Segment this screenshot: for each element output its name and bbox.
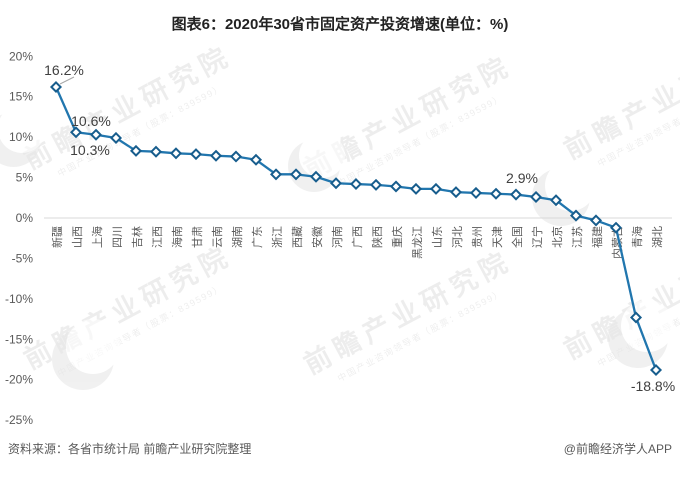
data-point-山东 bbox=[429, 182, 443, 195]
data-point-江西 bbox=[149, 145, 163, 158]
x-category-label: 天津 bbox=[491, 226, 504, 248]
source-note: 资料来源：各省市统计局 前瞻产业研究院整理 bbox=[8, 442, 252, 456]
data-point-全国 bbox=[509, 188, 523, 201]
data-point-辽宁 bbox=[529, 190, 543, 203]
x-category-label: 辽宁 bbox=[530, 226, 544, 248]
y-tick-label: -10% bbox=[5, 292, 33, 306]
data-point-青海 bbox=[629, 311, 643, 324]
data-point-云南 bbox=[209, 149, 223, 162]
x-category-label: 青海 bbox=[630, 226, 644, 248]
y-tick-label: -5% bbox=[12, 251, 34, 265]
x-category-label: 广西 bbox=[351, 226, 364, 248]
data-point-湖北 bbox=[649, 364, 663, 377]
data-point-天津 bbox=[489, 187, 503, 200]
data-label-湖北: -18.8% bbox=[631, 378, 675, 394]
x-category-label: 江西 bbox=[151, 226, 164, 248]
data-point-河北 bbox=[449, 186, 463, 199]
y-tick-label: 20% bbox=[9, 49, 33, 63]
data-point-山西 bbox=[69, 126, 83, 139]
x-category-label: 吉林 bbox=[130, 226, 144, 248]
x-category-label: 安徽 bbox=[310, 226, 324, 248]
x-category-label: 海南 bbox=[170, 226, 184, 248]
data-point-广东 bbox=[249, 153, 263, 166]
y-tick-label: 0% bbox=[16, 211, 34, 225]
y-tick-label: 10% bbox=[9, 130, 33, 144]
x-category-label: 四川 bbox=[112, 226, 124, 248]
x-category-label: 广东 bbox=[251, 226, 264, 248]
y-tick-label: -20% bbox=[5, 373, 33, 387]
x-category-label: 黑龙江 bbox=[411, 226, 424, 259]
data-point-陕西 bbox=[369, 178, 383, 191]
data-point-上海 bbox=[89, 128, 103, 141]
x-category-label: 重庆 bbox=[390, 226, 404, 248]
y-tick-label: 5% bbox=[16, 171, 34, 185]
data-point-内蒙古 bbox=[609, 221, 623, 234]
data-point-广西 bbox=[349, 178, 363, 191]
data-point-河南 bbox=[329, 177, 343, 190]
data-label-新疆: 16.2% bbox=[44, 62, 84, 78]
data-point-吉林 bbox=[129, 144, 143, 157]
data-point-新疆 bbox=[49, 80, 63, 94]
data-point-安徽 bbox=[309, 170, 323, 183]
x-category-label: 湖南 bbox=[231, 226, 244, 248]
x-category-label: 山西 bbox=[71, 226, 84, 248]
data-point-湖南 bbox=[229, 150, 243, 163]
x-category-label: 河北 bbox=[451, 226, 464, 248]
x-category-label: 上海 bbox=[90, 226, 104, 248]
x-category-label: 湖北 bbox=[651, 226, 664, 248]
x-category-label: 全国 bbox=[510, 226, 524, 248]
data-point-福建 bbox=[589, 214, 603, 227]
x-category-label: 西藏 bbox=[291, 226, 304, 248]
y-tick-label: -15% bbox=[5, 332, 33, 346]
x-category-label: 山东 bbox=[431, 226, 444, 248]
x-category-label: 云南 bbox=[211, 226, 224, 248]
data-label-山西: 10.6% bbox=[71, 113, 111, 129]
x-category-label: 陕西 bbox=[370, 226, 384, 248]
data-point-甘肃 bbox=[189, 148, 203, 161]
brand-credit: @前瞻经济学人APP bbox=[563, 442, 672, 456]
y-tick-label: -25% bbox=[5, 413, 33, 427]
y-tick-label: 15% bbox=[9, 90, 33, 104]
x-category-label: 河南 bbox=[331, 226, 344, 248]
data-point-重庆 bbox=[389, 180, 403, 193]
x-category-label: 甘肃 bbox=[191, 226, 204, 248]
data-point-西藏 bbox=[289, 168, 303, 181]
data-point-浙江 bbox=[269, 168, 283, 181]
data-point-贵州 bbox=[469, 186, 483, 199]
data-label-全国: 2.9% bbox=[506, 170, 538, 186]
x-category-label: 北京 bbox=[550, 226, 564, 248]
data-point-四川 bbox=[109, 131, 123, 144]
x-category-label: 福建 bbox=[590, 226, 604, 248]
chart-title: 图表6：2020年30省市固定资产投资增速(单位：%) bbox=[171, 16, 509, 33]
data-point-海南 bbox=[169, 147, 183, 160]
x-category-label: 新疆 bbox=[50, 226, 64, 248]
x-category-label: 贵州 bbox=[471, 226, 484, 248]
x-category-label: 浙江 bbox=[271, 226, 284, 248]
label-leader-line bbox=[59, 76, 75, 85]
x-category-label: 江苏 bbox=[571, 226, 584, 248]
data-label-上海: 10.3% bbox=[70, 142, 110, 158]
footer: 资料来源：各省市统计局 前瞻产业研究院整理 @前瞻经济学人APP bbox=[8, 440, 672, 457]
data-point-黑龙江 bbox=[409, 182, 423, 195]
